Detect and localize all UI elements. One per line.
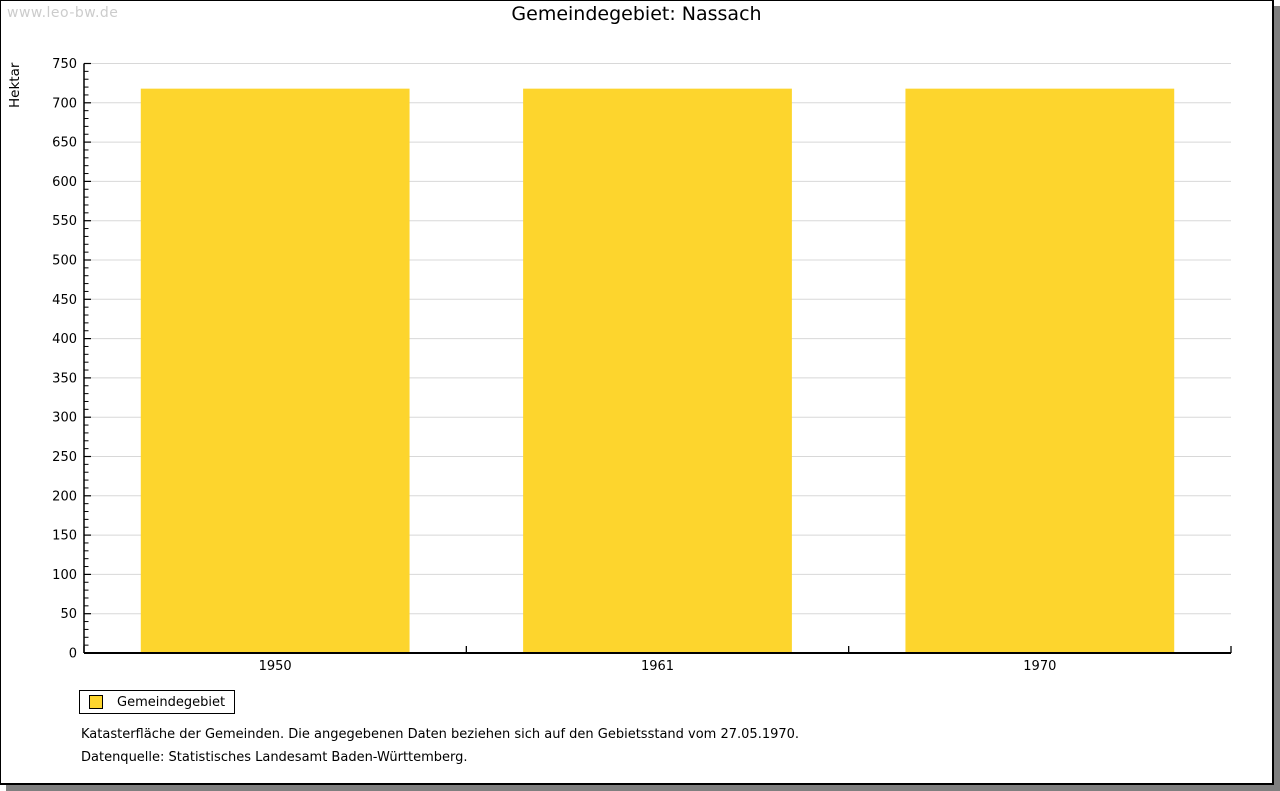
x-category-label: 1950 bbox=[259, 659, 292, 674]
x-category-label: 1961 bbox=[641, 659, 674, 674]
y-tick-label: 550 bbox=[52, 214, 77, 229]
y-tick-label: 50 bbox=[60, 607, 77, 622]
watermark: www.leo-bw.de bbox=[7, 5, 119, 21]
y-tick-label: 650 bbox=[52, 136, 77, 151]
y-tick-label: 700 bbox=[52, 96, 77, 111]
y-tick-label: 100 bbox=[52, 568, 77, 583]
legend: Gemeindegebiet bbox=[79, 690, 235, 714]
y-tick-label: 200 bbox=[52, 489, 77, 504]
y-tick-label: 150 bbox=[52, 529, 77, 544]
y-tick-label: 500 bbox=[52, 254, 77, 269]
y-tick-label: 350 bbox=[52, 371, 77, 386]
y-tick-label: 0 bbox=[69, 647, 77, 662]
bar bbox=[140, 88, 410, 654]
footnote-data-source: Datenquelle: Statistisches Landesamt Bad… bbox=[81, 750, 468, 765]
chart-title: Gemeindegebiet: Nassach bbox=[511, 3, 762, 25]
y-tick-label: 250 bbox=[52, 450, 77, 465]
x-category-label: 1970 bbox=[1023, 659, 1056, 674]
y-tick-label: 400 bbox=[52, 332, 77, 347]
y-tick-label: 450 bbox=[52, 293, 77, 308]
y-tick-label: 750 bbox=[52, 57, 77, 72]
legend-swatch-icon bbox=[89, 695, 103, 709]
y-tick-label: 300 bbox=[52, 411, 77, 426]
legend-label: Gemeindegebiet bbox=[117, 694, 226, 710]
y-tick-label: 600 bbox=[52, 175, 77, 190]
y-axis-title: Hektar bbox=[7, 62, 23, 108]
bar bbox=[523, 88, 792, 654]
footnote-source-note: Katasterfläche der Gemeinden. Die angege… bbox=[81, 727, 800, 742]
bar bbox=[905, 88, 1175, 654]
